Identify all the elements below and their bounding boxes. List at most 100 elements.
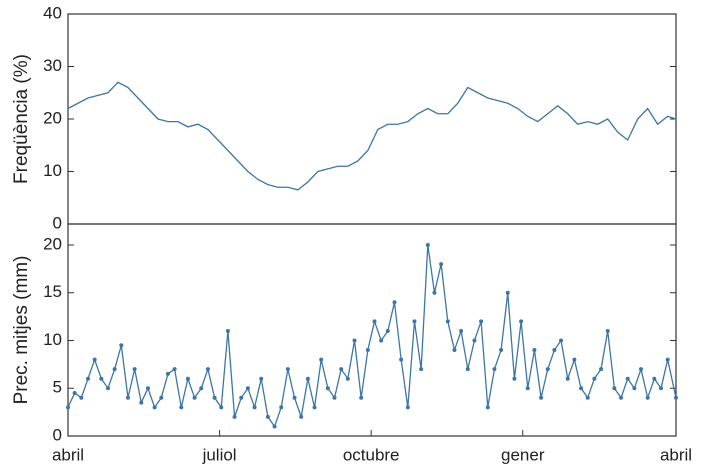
data-point [99, 376, 104, 381]
y-axis-label: Freqüència (%) [11, 54, 32, 184]
series-line [67, 81, 677, 191]
data-point [665, 357, 670, 362]
data-point [605, 328, 610, 333]
data-point [419, 367, 424, 372]
data-point [165, 371, 170, 376]
data-point [452, 348, 457, 353]
y-tick-label: 40 [43, 3, 62, 22]
y-tick-label: 5 [53, 378, 62, 397]
data-point [412, 319, 417, 324]
data-point [225, 328, 230, 333]
data-point [279, 405, 284, 410]
y-tick-label: 30 [43, 56, 62, 75]
data-point [345, 376, 350, 381]
y-tick-label: 15 [43, 282, 62, 301]
data-point [625, 376, 630, 381]
data-point [532, 348, 537, 353]
data-point [659, 386, 664, 391]
data-point [652, 376, 657, 381]
data-point [645, 395, 650, 400]
data-point [445, 319, 450, 324]
data-point [219, 405, 224, 410]
data-point [299, 414, 304, 419]
data-point [392, 300, 397, 305]
data-point [552, 348, 557, 353]
data-point [499, 348, 504, 353]
y-axis-label: Prec. mitjes (mm) [11, 256, 32, 405]
data-point [92, 357, 97, 362]
data-point [112, 367, 117, 372]
data-point [332, 395, 337, 400]
data-point [512, 376, 517, 381]
data-point [559, 338, 564, 343]
data-point [292, 395, 297, 400]
data-point [179, 405, 184, 410]
x-tick-label: abril [52, 445, 84, 464]
data-point [259, 376, 264, 381]
y-tick-label: 0 [53, 213, 62, 232]
data-point [425, 243, 430, 248]
y-tick-label: 20 [43, 234, 62, 253]
data-point [485, 405, 490, 410]
data-point [85, 376, 90, 381]
data-point [305, 376, 310, 381]
data-point [465, 367, 470, 372]
data-point [125, 395, 130, 400]
data-point [579, 386, 584, 391]
data-point [632, 386, 637, 391]
data-point [472, 338, 477, 343]
y-tick-label: 20 [43, 108, 62, 127]
data-point [459, 328, 464, 333]
x-tick-label: abril [660, 445, 692, 464]
data-point [612, 386, 617, 391]
data-point [212, 395, 217, 400]
data-point [145, 386, 150, 391]
y-tick-label: 0 [53, 425, 62, 444]
data-point [159, 395, 164, 400]
data-point [379, 338, 384, 343]
x-tick-label: octubre [343, 445, 400, 464]
data-point [439, 262, 444, 267]
data-point [172, 367, 177, 372]
data-point [519, 319, 524, 324]
data-point [505, 290, 510, 295]
data-point [192, 395, 197, 400]
data-point [185, 376, 190, 381]
data-point [432, 290, 437, 295]
data-point [545, 367, 550, 372]
data-point [619, 395, 624, 400]
data-point [492, 367, 497, 372]
data-point [539, 395, 544, 400]
data-point [139, 400, 144, 405]
data-point [385, 328, 390, 333]
data-point [405, 405, 410, 410]
x-tick-label: juliol [202, 445, 237, 464]
data-point [72, 391, 77, 396]
data-point [232, 414, 237, 419]
data-point [265, 414, 270, 419]
data-point [325, 386, 330, 391]
data-point [312, 405, 317, 410]
data-point [359, 395, 364, 400]
data-point [565, 376, 570, 381]
data-point [372, 319, 377, 324]
data-point [199, 386, 204, 391]
plot-frame [67, 223, 677, 437]
data-point [66, 405, 70, 410]
y-tick-label: 10 [43, 330, 62, 349]
x-tick-label: gener [501, 445, 545, 464]
data-point [365, 348, 370, 353]
data-point [352, 338, 357, 343]
data-point [599, 367, 604, 372]
data-point [152, 405, 157, 410]
data-point [79, 395, 84, 400]
series-line [67, 244, 677, 428]
data-point [132, 367, 137, 372]
data-point [252, 405, 257, 410]
data-point [399, 357, 404, 362]
data-point [585, 395, 590, 400]
data-point [245, 386, 250, 391]
data-point [572, 357, 577, 362]
data-point [639, 367, 644, 372]
